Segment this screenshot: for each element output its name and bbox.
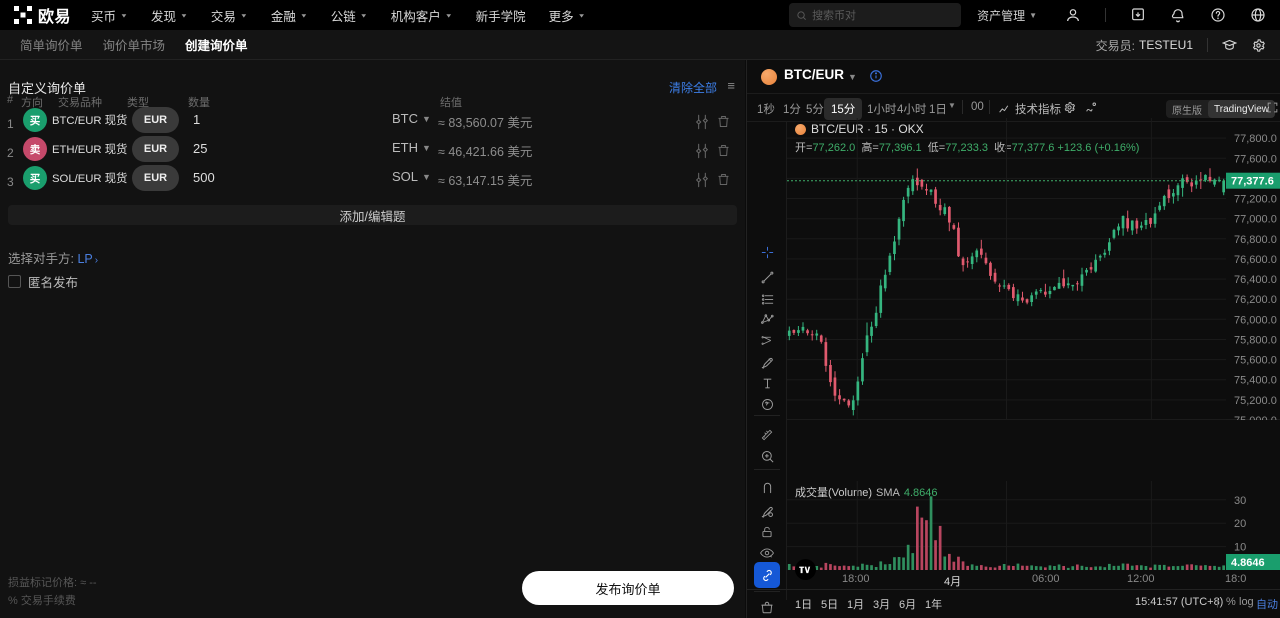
svg-text:76,800.0: 76,800.0: [1234, 234, 1277, 246]
svg-text:75,000.0: 75,000.0: [1234, 415, 1277, 420]
svg-text:75,600.0: 75,600.0: [1234, 355, 1277, 367]
svg-text:30: 30: [1234, 495, 1246, 507]
svg-text:77,200.0: 77,200.0: [1234, 194, 1277, 206]
svg-text:76,200.0: 76,200.0: [1234, 294, 1277, 306]
svg-text:76,400.0: 76,400.0: [1234, 274, 1277, 286]
svg-text:10: 10: [1234, 542, 1246, 554]
svg-text:75,200.0: 75,200.0: [1234, 395, 1277, 407]
svg-text:20: 20: [1234, 518, 1246, 530]
svg-text:77,377.6: 77,377.6: [1231, 176, 1274, 188]
svg-text:77,600.0: 77,600.0: [1234, 153, 1277, 165]
svg-text:75,400.0: 75,400.0: [1234, 375, 1277, 387]
svg-text:76,600.0: 76,600.0: [1234, 254, 1277, 266]
svg-text:77,800.0: 77,800.0: [1234, 133, 1277, 145]
svg-text:75,800.0: 75,800.0: [1234, 335, 1277, 347]
svg-text:77,000.0: 77,000.0: [1234, 214, 1277, 226]
svg-text:4.8646: 4.8646: [1231, 557, 1265, 569]
svg-text:76,000.0: 76,000.0: [1234, 314, 1277, 326]
